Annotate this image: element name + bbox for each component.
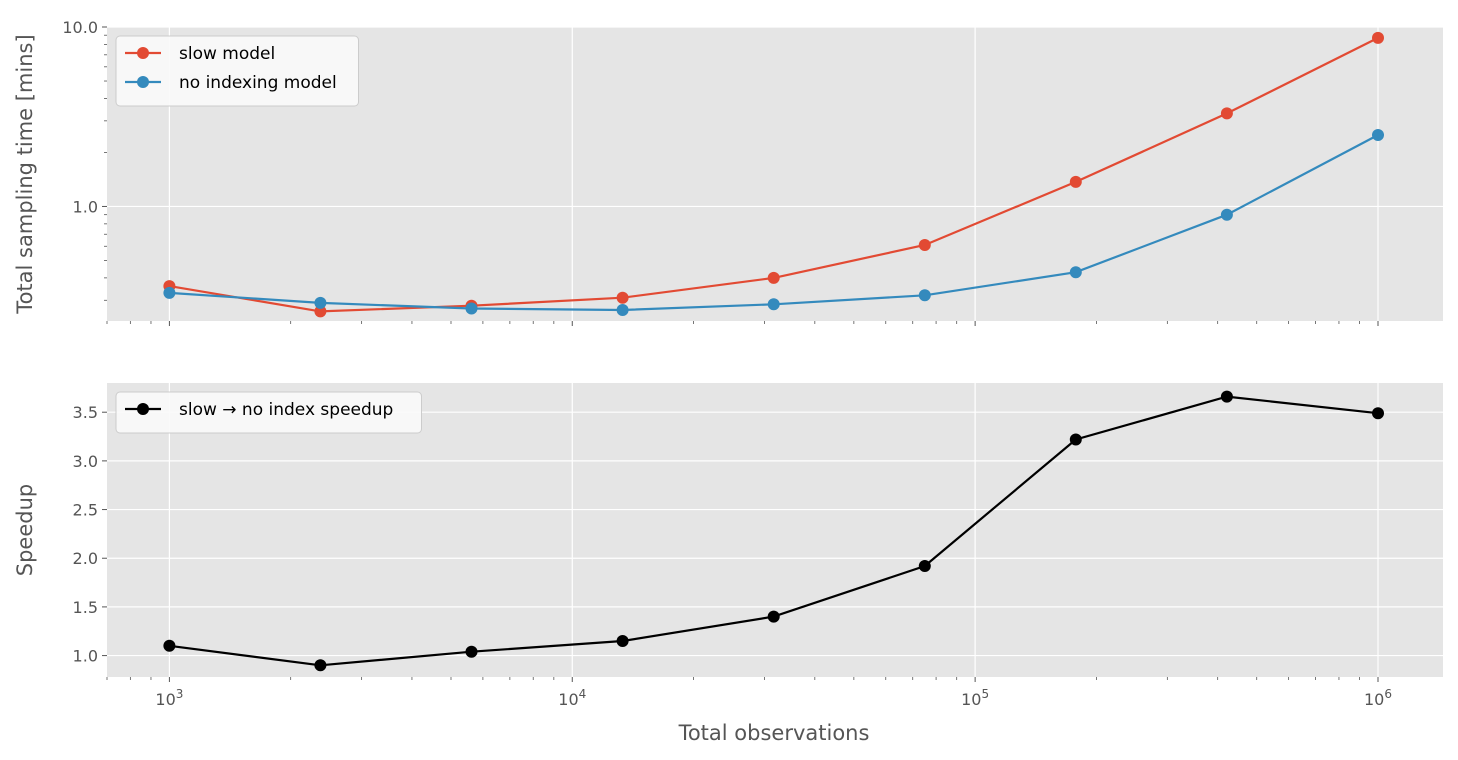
top-series-1-point <box>616 304 629 316</box>
top-legend-swatch-marker <box>137 76 149 88</box>
top-series-1-point <box>918 289 931 302</box>
top-series-0-point <box>314 305 327 318</box>
top-series-0-point <box>767 271 780 284</box>
bottom-series-0-point <box>767 610 780 623</box>
top-series-0-point <box>1372 31 1384 44</box>
x-tick-label: 104 <box>558 687 586 709</box>
bottom-y-tick-label: 2.5 <box>73 501 98 520</box>
bottom-series-0-point <box>918 560 931 572</box>
top-series-0-point <box>616 291 629 304</box>
top-series-1-point <box>767 298 780 311</box>
x-tick-label: 105 <box>961 687 989 709</box>
top-series-1-point <box>163 286 176 299</box>
bottom-legend-swatch-marker <box>137 403 149 415</box>
bottom-series-0-point <box>1372 407 1384 420</box>
top-series-0-point <box>1220 107 1233 120</box>
top-y-tick-label: 10.0 <box>62 18 98 37</box>
top-legend <box>115 35 359 107</box>
bottom-legend <box>115 391 422 434</box>
bottom-y-tick-label: 2.0 <box>73 549 98 568</box>
x-tick-label: 106 <box>1364 687 1392 709</box>
bottom-y-tick-label: 1.0 <box>73 647 98 666</box>
top-series-1-point <box>1069 266 1082 279</box>
bottom-y-tick-label: 1.5 <box>73 598 98 617</box>
top-y-tick-label: 1.0 <box>73 197 98 216</box>
top-series-1-point <box>1220 208 1233 221</box>
top-series-1-point <box>465 302 478 315</box>
bottom-y-tick-label: 3.0 <box>73 452 98 471</box>
top-series-0-point <box>1069 175 1082 188</box>
bottom-legend-label: slow → no index speedup <box>179 400 393 420</box>
x-axis-label: Total observations <box>678 721 870 745</box>
bottom-series-0-point <box>1069 433 1082 446</box>
bottom-series-0-point <box>163 639 176 652</box>
top-series-0-point <box>918 239 931 251</box>
x-tick-label: 103 <box>155 687 183 709</box>
bottom-series-0-point <box>314 659 327 672</box>
top-series-1-point <box>314 296 327 309</box>
bottom-panel: 1.0 1.5 2.0 2.5 3.0 3.5 Speedup slow → no index… <box>13 383 1443 682</box>
bottom-series-0-point <box>465 645 478 658</box>
top-legend-label: slow model <box>179 44 275 64</box>
top-y-axis-label: Total sampling time [mins] <box>13 34 37 314</box>
top-legend-swatch-marker <box>137 47 149 59</box>
bottom-series-0-point <box>1220 390 1233 403</box>
x-tick-labels: 103 104 105 106 <box>155 687 1392 709</box>
bottom-series-0-point <box>616 635 629 647</box>
top-series-1-point <box>1372 129 1384 141</box>
top-panel: 1.0 10.0 Total sampling time [mins] slow mo… <box>13 18 1443 326</box>
top-legend-label: no indexing model <box>179 73 337 93</box>
bottom-y-axis-label: Speedup <box>13 484 37 576</box>
bottom-y-tick-label: 3.5 <box>73 403 98 422</box>
